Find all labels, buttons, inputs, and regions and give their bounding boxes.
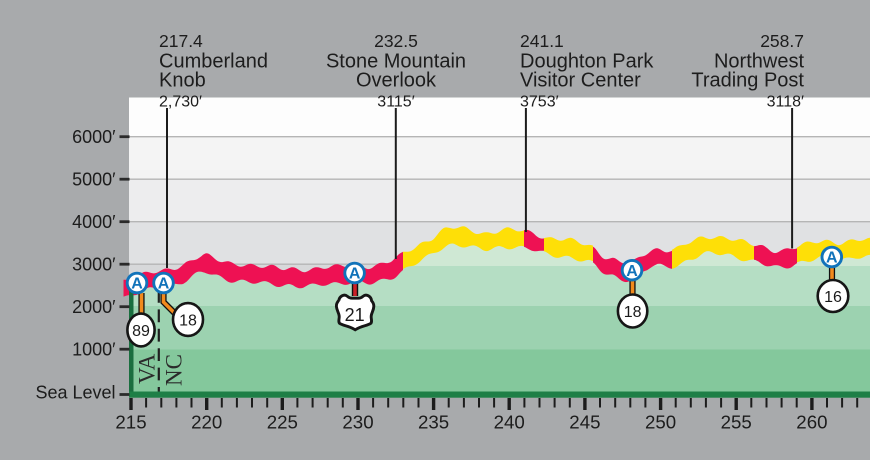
svg-text:2,730′: 2,730′ [159,94,202,111]
svg-text:A: A [826,250,838,267]
svg-text:230: 230 [342,412,373,433]
svg-text:A: A [349,266,361,283]
svg-text:Northwest: Northwest [714,51,804,73]
svg-text:215: 215 [115,412,146,433]
svg-text:2000′: 2000′ [72,297,116,317]
svg-text:NC: NC [162,354,187,386]
svg-text:Visitor Center: Visitor Center [520,70,641,92]
svg-text:3000′: 3000′ [72,255,116,275]
svg-text:Sea Level: Sea Level [35,382,115,402]
svg-text:Doughton Park: Doughton Park [520,51,654,73]
svg-text:16: 16 [824,289,842,306]
svg-text:18: 18 [624,304,642,321]
svg-text:240: 240 [494,412,525,433]
svg-text:235: 235 [418,412,449,433]
svg-text:Stone Mountain: Stone Mountain [326,51,466,73]
svg-text:245: 245 [569,412,600,433]
svg-text:21: 21 [345,305,365,325]
svg-text:4000′: 4000′ [72,212,116,232]
svg-text:260: 260 [796,412,827,433]
svg-text:Trading Post: Trading Post [691,70,804,92]
svg-text:VA: VA [135,353,160,384]
svg-text:5000′: 5000′ [72,170,116,190]
svg-text:3753′: 3753′ [520,94,559,111]
svg-text:A: A [626,263,638,280]
svg-text:Overlook: Overlook [356,70,437,92]
svg-text:220: 220 [191,412,222,433]
svg-text:258.7: 258.7 [760,31,804,51]
svg-text:225: 225 [267,412,298,433]
svg-text:3118′: 3118′ [767,94,804,111]
svg-text:3115′: 3115′ [377,94,414,111]
svg-text:89: 89 [132,323,150,340]
svg-text:1000′: 1000′ [72,340,116,360]
svg-text:255: 255 [721,412,752,433]
svg-text:232.5: 232.5 [374,31,418,51]
svg-text:250: 250 [645,412,676,433]
svg-text:217.4: 217.4 [159,31,203,51]
svg-text:18: 18 [179,312,197,329]
svg-text:6000′: 6000′ [72,127,116,147]
svg-text:Cumberland: Cumberland [159,51,268,73]
svg-text:A: A [131,276,143,293]
svg-text:Knob: Knob [159,70,206,92]
svg-text:241.1: 241.1 [520,31,564,51]
svg-text:A: A [158,276,170,293]
